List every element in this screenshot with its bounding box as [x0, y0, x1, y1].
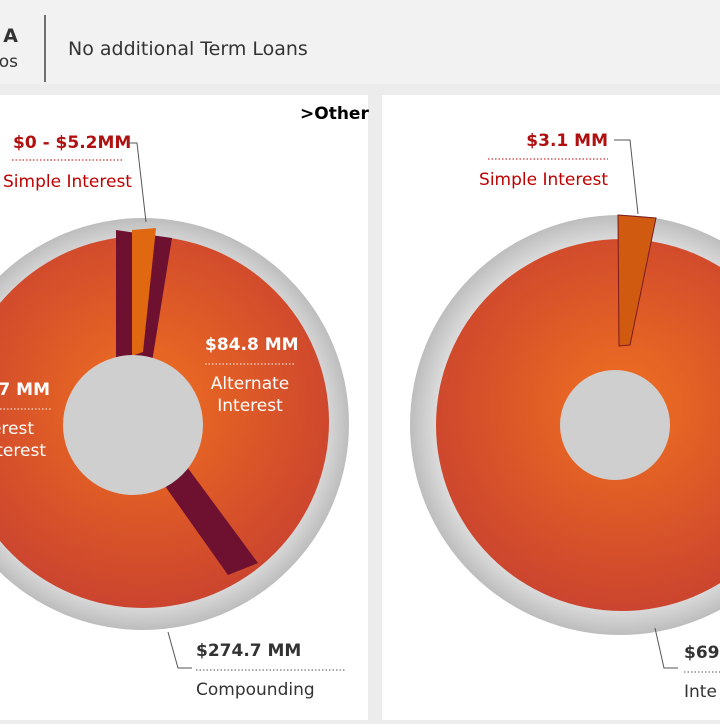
label-value: $274.7 MM — [196, 641, 301, 661]
label-value: $0 - $5.2MM — [13, 133, 131, 153]
slice-small — [132, 228, 156, 356]
label-value: $84.8 MM — [205, 335, 299, 355]
leader — [614, 139, 639, 215]
label-caption: Compounding — [196, 680, 315, 700]
label-value: 7 MM — [0, 380, 50, 400]
label-caption: Interest — [217, 396, 283, 416]
hole — [63, 355, 203, 495]
header-bar — [0, 0, 720, 84]
label-caption: Simple Interest — [3, 172, 132, 192]
label-caption: Inte — [684, 682, 717, 702]
leader — [128, 142, 147, 223]
slice-small — [617, 214, 657, 347]
label-caption: Alternate — [211, 374, 289, 394]
slice-dark-band — [148, 452, 258, 575]
panel-tag: >Other — [300, 104, 369, 124]
label-caption: Simple Interest — [479, 170, 608, 190]
header-title: A — [3, 25, 18, 47]
label-caption: erest — [0, 419, 34, 439]
label-value: $69. — [684, 643, 720, 663]
leader — [654, 627, 678, 669]
label-caption: terest — [0, 441, 46, 461]
label-value: $3.1 MM — [526, 131, 608, 151]
header-subtitle: os — [0, 52, 18, 72]
hole — [560, 370, 670, 480]
header-heading: No additional Term Loans — [68, 38, 308, 60]
leader — [167, 631, 192, 669]
